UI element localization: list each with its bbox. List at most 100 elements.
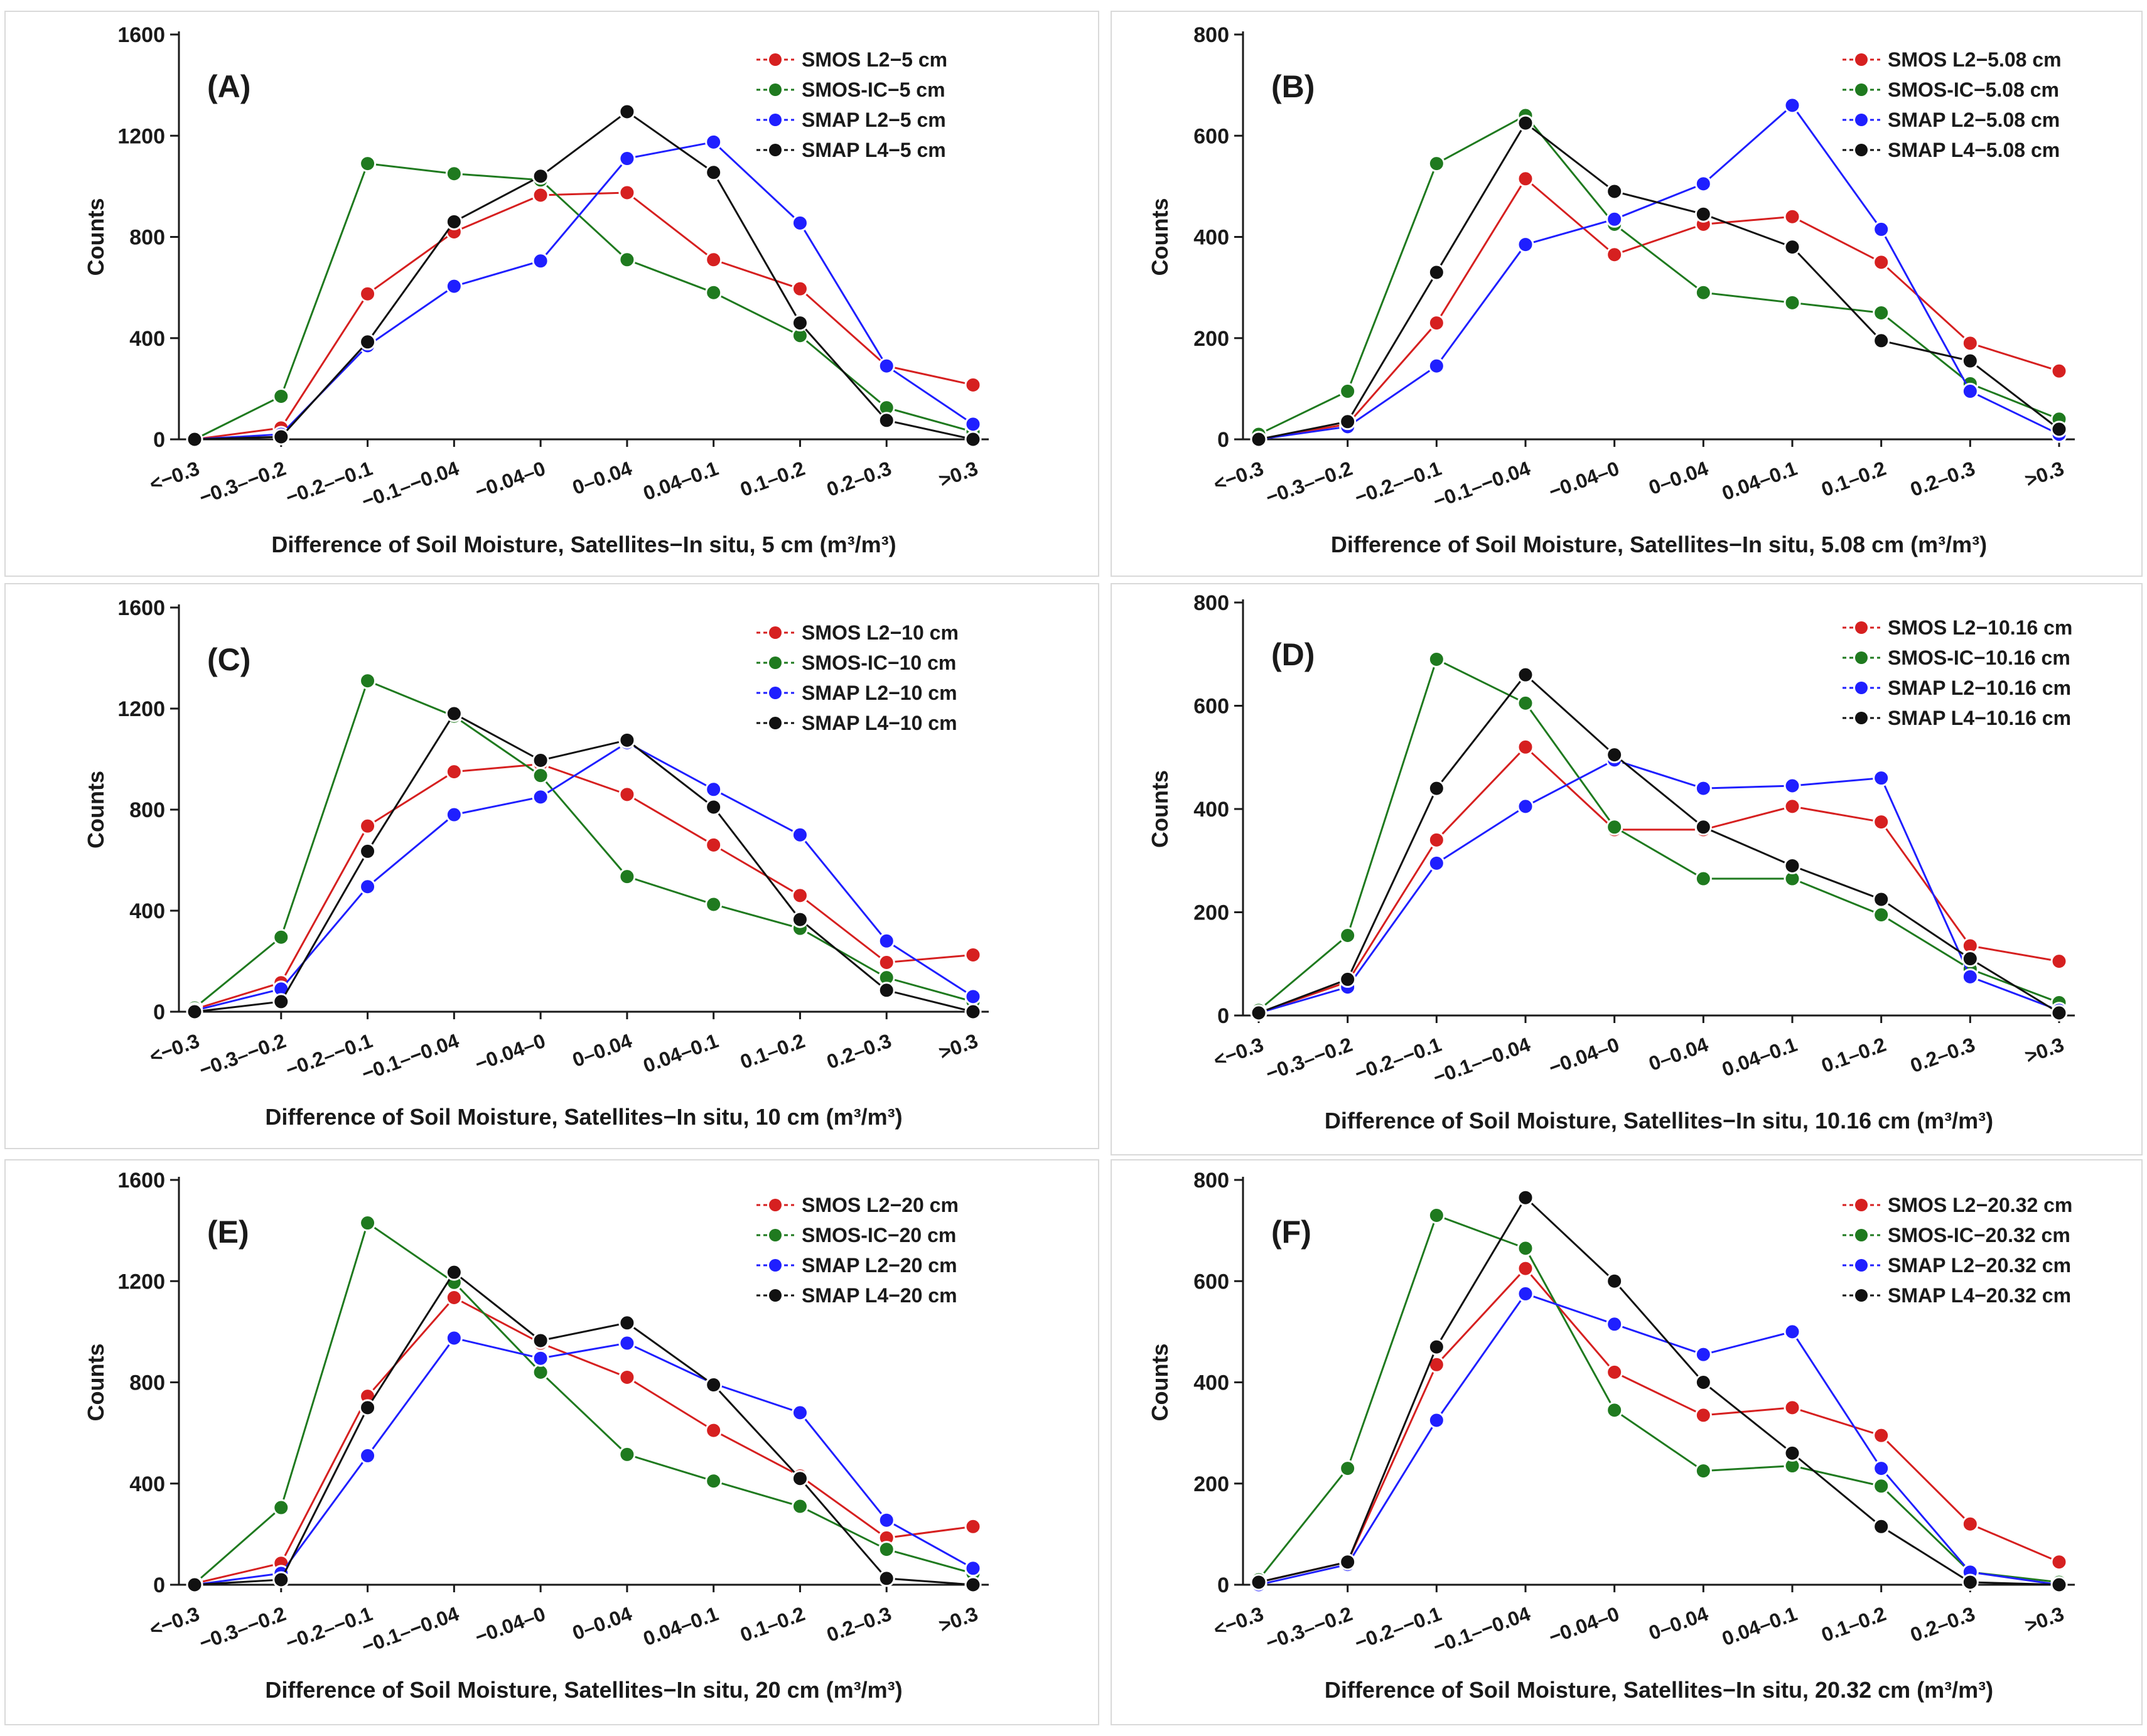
y-tick-label: 400 (129, 899, 165, 923)
legend-entry: SMAP L2−5 cm (802, 109, 946, 131)
data-point-smos-ic (1873, 1477, 1890, 1495)
legend-marker (769, 626, 782, 639)
data-point-smos-l2 (1784, 1399, 1801, 1417)
series-line-smos-l2 (1258, 1267, 2060, 1583)
data-point-smap-l4 (791, 314, 809, 332)
legend-entry: SMOS-IC−5.08 cm (1888, 78, 2059, 101)
data-point-smos-ic (359, 672, 377, 690)
series-line-smap-l2 (1258, 1292, 2060, 1586)
y-tick-label: 1200 (117, 697, 165, 721)
data-point-smos-ic (878, 1541, 895, 1558)
y-tick-label: 800 (129, 1371, 165, 1395)
y-tick-label: 200 (1193, 1472, 1229, 1496)
data-point-smap-l4 (445, 705, 463, 722)
data-point-smos-l2 (705, 251, 723, 269)
legend-entry: SMAP L2−5.08 cm (1888, 109, 2060, 131)
data-point-smap-l4 (1694, 205, 1712, 223)
y-tick-label: 200 (1193, 327, 1229, 351)
panel-frame (1111, 1159, 2143, 1725)
data-point-smos-ic (1694, 1462, 1712, 1480)
panel-frame (1111, 583, 2143, 1155)
y-axis-title: Counts (83, 1344, 109, 1422)
data-point-smos-l2 (618, 184, 636, 201)
legend-entry: SMOS-IC−10 cm (802, 651, 956, 674)
data-point-smos-ic (1606, 818, 1623, 836)
y-axis-title: Counts (1147, 198, 1173, 276)
y-tick-label: 1200 (117, 124, 165, 148)
series-line-smap-l4 (1258, 1196, 2060, 1586)
y-tick-label: 0 (153, 1573, 165, 1597)
series-line-smap-l2 (1258, 759, 2060, 1014)
legend-marker (1855, 1229, 1868, 1241)
legend-marker (1855, 53, 1868, 66)
panel-label: (E) (207, 1214, 249, 1250)
y-tick-label: 600 (1193, 695, 1229, 719)
data-point-smap-l2 (1606, 1315, 1623, 1333)
data-point-smap-l4 (791, 1470, 809, 1487)
legend-entry: SMOS L2−5 cm (802, 48, 947, 71)
data-point-smos-l2 (445, 763, 463, 781)
panel-frame (4, 1159, 1099, 1725)
data-point-smap-l4 (532, 1332, 549, 1349)
legend-marker (769, 53, 782, 66)
legend-marker (1855, 1199, 1868, 1211)
legend-marker (1855, 1259, 1868, 1272)
legend-entry: SMOS L2−20.32 cm (1888, 1194, 2072, 1216)
data-point-smap-l4 (1250, 1004, 1267, 1022)
data-point-smap-l4 (1606, 746, 1623, 764)
legend-marker (769, 144, 782, 156)
data-point-smap-l4 (1873, 891, 1890, 908)
legend-entry: SMOS-IC−20.32 cm (1888, 1224, 2070, 1246)
data-point-smos-l2 (445, 1289, 463, 1306)
data-point-smos-l2 (1873, 254, 1890, 271)
data-point-smap-l2 (532, 1349, 549, 1367)
data-point-smos-l2 (1961, 1515, 1979, 1533)
data-point-smos-l2 (1694, 1406, 1712, 1424)
data-point-smap-l4 (532, 168, 549, 185)
data-point-smap-l2 (1694, 1346, 1712, 1363)
legend-entry: SMOS-IC−20 cm (802, 1224, 956, 1246)
data-point-smap-l2 (359, 1447, 377, 1464)
legend-entry: SMOS L2−10 cm (802, 621, 959, 644)
data-point-smap-l4 (272, 1571, 290, 1589)
data-point-smos-ic (1694, 284, 1712, 301)
y-tick-label: 1600 (117, 596, 165, 620)
legend-entry: SMAP L4−20 cm (802, 1284, 957, 1307)
data-point-smos-ic (272, 387, 290, 405)
data-point-smap-l4 (1784, 1444, 1801, 1462)
data-point-smap-l4 (1339, 1553, 1357, 1571)
series-line-smap-l4 (194, 712, 974, 1013)
data-point-smos-ic (618, 251, 636, 269)
data-point-smos-ic (359, 1214, 377, 1232)
data-point-smos-l2 (964, 1518, 982, 1535)
data-point-smap-l4 (1961, 352, 1979, 370)
data-point-smos-ic (359, 155, 377, 173)
data-point-smos-l2 (1873, 813, 1890, 831)
series-line-smos-ic (1258, 658, 2060, 1011)
data-point-smap-l4 (359, 1399, 377, 1417)
y-tick-label: 600 (1193, 1270, 1229, 1294)
data-point-smos-ic (272, 928, 290, 946)
y-tick-label: 800 (129, 798, 165, 822)
data-point-smap-l2 (1517, 236, 1534, 254)
data-point-smap-l4 (1517, 114, 1534, 132)
data-point-smos-l2 (705, 1422, 723, 1439)
data-point-smap-l2 (791, 1404, 809, 1422)
chart-panel-e: 040080012001600<−0.3−0.3–−0.2−0.2–−0.1−0… (4, 1159, 1099, 1725)
data-point-smap-l4 (878, 1570, 895, 1587)
data-point-smos-ic (1517, 1240, 1534, 1257)
data-point-smap-l2 (1873, 769, 1890, 787)
y-tick-label: 800 (1193, 591, 1229, 615)
data-point-smap-l4 (186, 1003, 203, 1021)
data-point-smap-l4 (1694, 1374, 1712, 1391)
y-tick-label: 800 (1193, 1169, 1229, 1192)
data-point-smos-l2 (791, 887, 809, 904)
series-line-smap-l2 (194, 1337, 974, 1586)
data-point-smos-ic (618, 1445, 636, 1463)
y-tick-label: 0 (1217, 1004, 1229, 1028)
x-axis-title: Difference of Soil Moisture, Satellites−… (1331, 532, 1987, 557)
panel-label: (F) (1271, 1214, 1311, 1250)
series-line-smos-ic (1258, 114, 2060, 436)
y-axis-title: Counts (83, 198, 109, 276)
